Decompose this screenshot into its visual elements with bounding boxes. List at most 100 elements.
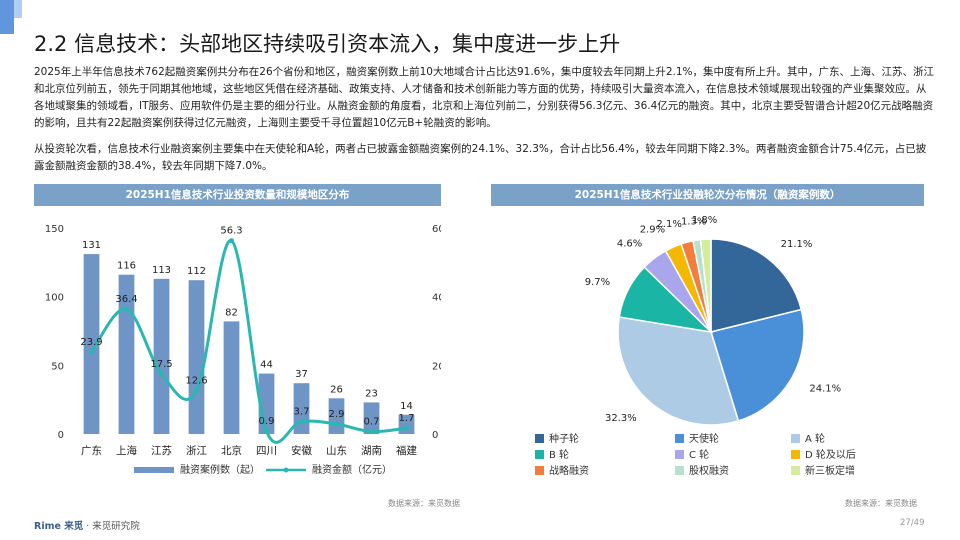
body-paragraph-1: 2025年上半年信息技术762起融资案例共分布在26个省份和地区，融资案例数上前…: [34, 66, 935, 129]
line-value-label: 2.9: [329, 409, 345, 420]
y-tick-right: 40: [432, 293, 441, 304]
y-tick-right: 0: [432, 430, 438, 441]
line-value-label: 0.9: [259, 416, 275, 427]
pie-slice-label: 2.1%: [656, 219, 681, 230]
legend-label: C 轮: [689, 448, 709, 461]
bar-value-label: 116: [117, 261, 136, 272]
bar: [118, 274, 135, 434]
pie-slice-label: 1.8%: [692, 215, 717, 226]
legend-swatch: [791, 434, 800, 443]
line-value-label: 12.6: [185, 376, 207, 387]
pie-slice: [617, 316, 740, 426]
legend-label: 新三板定增: [805, 464, 855, 477]
pie-slice: [710, 308, 805, 422]
line-point: [299, 418, 304, 424]
x-tick-label: 江苏: [151, 444, 172, 457]
pie-slice-label: 4.6%: [617, 238, 642, 249]
bar-value-label: 37: [295, 369, 308, 380]
bar: [188, 280, 205, 434]
legend-swatch: [535, 434, 544, 443]
line-value-label: 56.3: [220, 226, 242, 237]
legend-swatch: [535, 450, 544, 459]
page-title: 2.2 信息技术：头部地区持续吸引资本流入，集中度进一步上升: [34, 32, 621, 56]
bar: [153, 278, 170, 434]
line-value-label: 1.7: [399, 413, 415, 424]
amount-line: [90, 239, 407, 444]
y-tick-left: 0: [58, 430, 64, 441]
corner-decoration: [0, 0, 22, 34]
pie-slice-label: 2.9%: [640, 225, 665, 236]
legend-label-bar: 融资案例数（起）: [180, 463, 260, 476]
round-chart-panel: 2025H1信息技术行业投融轮次分布情况（融资案例数） 21.1% 24.1% 32…: [491, 184, 924, 494]
x-tick-label: 福建: [396, 444, 417, 457]
pie-slice-label: 24.1%: [809, 384, 841, 395]
legend-swatch: [791, 466, 800, 475]
page-number: 27/49: [900, 518, 925, 528]
line-value-label: 36.4: [115, 294, 137, 305]
line-point: [89, 349, 94, 355]
legend-label: 种子轮: [549, 432, 579, 445]
y-tick-left: 150: [45, 224, 64, 235]
bar-value-label: 112: [187, 266, 206, 277]
legend-label: 天使轮: [689, 432, 719, 445]
line-value-label: 23.9: [80, 337, 102, 348]
line-point: [124, 306, 129, 312]
pie-slice-label: 32.3%: [605, 413, 637, 424]
bar-value-label: 131: [82, 240, 101, 251]
line-point: [229, 238, 234, 244]
line-point: [264, 428, 269, 434]
pie-slice: [710, 238, 803, 333]
region-combo-chart: 0 50 100 150 0 20 40 60 131 广东 116 上海 113 江苏 112 浙江 82 北京…: [45, 224, 441, 476]
source-note-left: 数据来源：来觅数据: [388, 499, 460, 508]
bar-value-label: 82: [225, 307, 238, 318]
footer-brand: Rime 来觅: [34, 521, 84, 532]
footer-text: · 来觅研究院: [86, 521, 140, 532]
legend-label-line: 融资金额（亿元）: [312, 463, 392, 476]
pie-slice: [699, 238, 712, 333]
line-point: [194, 388, 199, 394]
line-value-label: 17.5: [150, 359, 172, 370]
pie-slice-label: 21.1%: [781, 239, 813, 250]
legend-label: 战略融资: [549, 464, 589, 477]
line-point: [369, 429, 374, 435]
line-value-label: 0.7: [364, 417, 380, 428]
x-tick-label: 四川: [256, 445, 277, 457]
region-chart-title: 2025H1信息技术行业投资数量和规模地区分布: [34, 184, 441, 206]
y-tick-left: 100: [45, 293, 64, 304]
region-chart-panel: 2025H1信息技术行业投资数量和规模地区分布 0 50 100 150 0 20 40 60…: [34, 184, 441, 494]
line-point: [334, 421, 339, 427]
footer-logo: Rime 来觅 · 来觅研究院: [34, 518, 140, 532]
x-tick-label: 安徽: [291, 444, 312, 457]
bar-value-label: 113: [152, 265, 171, 276]
pie-slice-label: 1.3%: [681, 216, 706, 227]
legend-swatch-bar: [134, 467, 174, 473]
x-tick-label: 浙江: [186, 445, 207, 457]
bar-value-label: 23: [365, 388, 378, 399]
legend-swatch: [675, 466, 684, 475]
bar-value-label: 14: [400, 401, 413, 412]
legend-swatch: [675, 450, 684, 459]
source-note-right: 数据来源：来觅数据: [845, 499, 917, 508]
line-point: [159, 371, 164, 377]
legend-swatch: [675, 434, 684, 443]
legend-label: D 轮及以后: [805, 448, 856, 461]
x-tick-label: 广东: [81, 444, 102, 457]
legend-label: B 轮: [549, 448, 569, 461]
pie-slice-label: 9.7%: [585, 277, 610, 288]
body-paragraph-2: 从投资轮次看，信息技术行业融资案例主要集中在天使轮和A轮，两者占已披露金额融资案…: [34, 143, 927, 172]
round-chart-title: 2025H1信息技术行业投融轮次分布情况（融资案例数）: [491, 184, 924, 206]
x-tick-label: 山东: [326, 444, 347, 457]
y-tick-right: 60: [432, 224, 441, 235]
x-tick-label: 北京: [221, 444, 242, 457]
bar-value-label: 26: [330, 384, 343, 395]
bar-value-label: 44: [260, 360, 273, 371]
legend-swatch: [791, 450, 800, 459]
y-tick-left: 50: [51, 361, 64, 372]
line-value-label: 3.7: [294, 406, 310, 417]
legend-label: 股权融资: [689, 464, 729, 477]
bar: [83, 254, 100, 434]
legend-swatch-point: [283, 467, 289, 473]
x-tick-label: 湖南: [361, 444, 382, 457]
round-pie-chart: 21.1% 24.1% 32.3% 9.7% 4.6% 2.9%2.1% 1.3%1.8% 种…: [535, 215, 856, 477]
bar: [223, 321, 240, 434]
